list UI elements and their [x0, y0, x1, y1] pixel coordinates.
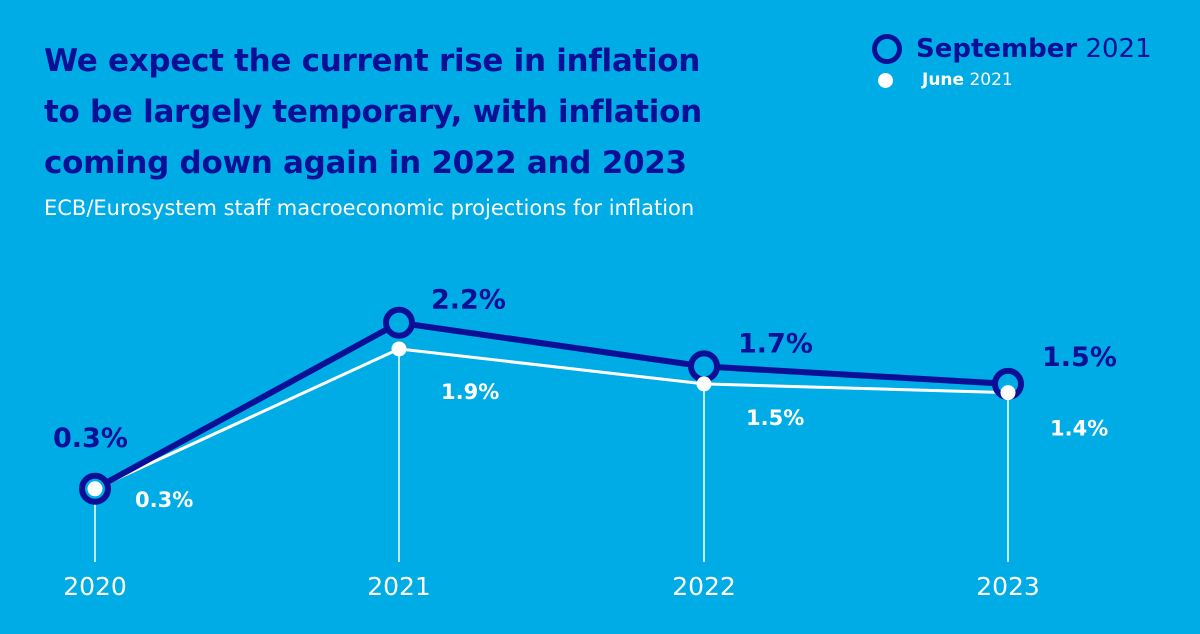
- ring-marker-icon: [872, 34, 902, 64]
- x-tick-label: 2023: [976, 572, 1040, 601]
- chart-subtitle: ECB/Eurosystem staff macroeconomic proje…: [44, 196, 695, 220]
- legend-label-bold: June: [922, 70, 965, 90]
- june-data-label: 1.5%: [746, 406, 804, 430]
- september-series-line: [93, 319, 1009, 492]
- june-data-label: 0.3%: [135, 488, 193, 512]
- legend-label-year: 2021: [969, 70, 1013, 90]
- legend-label-bold: September: [916, 34, 1078, 64]
- chart-title: We expect the current rise in inflation …: [44, 36, 702, 189]
- legend-label-year: 2021: [1085, 34, 1152, 64]
- june-data-label: 1.9%: [441, 380, 499, 404]
- title-line: We expect the current rise in inflation: [44, 43, 701, 79]
- september-point: [688, 350, 720, 383]
- september-data-label: 1.7%: [738, 328, 813, 359]
- legend-item-september: September 2021: [872, 34, 1152, 64]
- title-line: coming down again in 2022 and 2023: [44, 145, 687, 181]
- title-line: to be largely temporary, with inflation: [44, 94, 702, 130]
- june-data-label: 1.4%: [1050, 417, 1108, 441]
- x-tick-label: 2020: [63, 572, 127, 601]
- june-point: [696, 376, 712, 392]
- june-point: [1000, 385, 1016, 401]
- september-data-label: 2.2%: [431, 285, 506, 316]
- x-tick-label: 2022: [672, 572, 736, 601]
- september-point: [383, 306, 415, 339]
- dot-marker-icon: [878, 72, 893, 88]
- june-point: [87, 481, 103, 497]
- legend: September 2021 June 2021: [872, 34, 1152, 90]
- legend-item-june: June 2021: [872, 70, 1152, 90]
- september-data-label: 1.5%: [1042, 342, 1117, 373]
- june-point: [391, 341, 407, 357]
- september-data-label: 0.3%: [53, 423, 128, 454]
- x-tick-label: 2021: [367, 572, 431, 601]
- june-series-line: [94, 347, 1009, 491]
